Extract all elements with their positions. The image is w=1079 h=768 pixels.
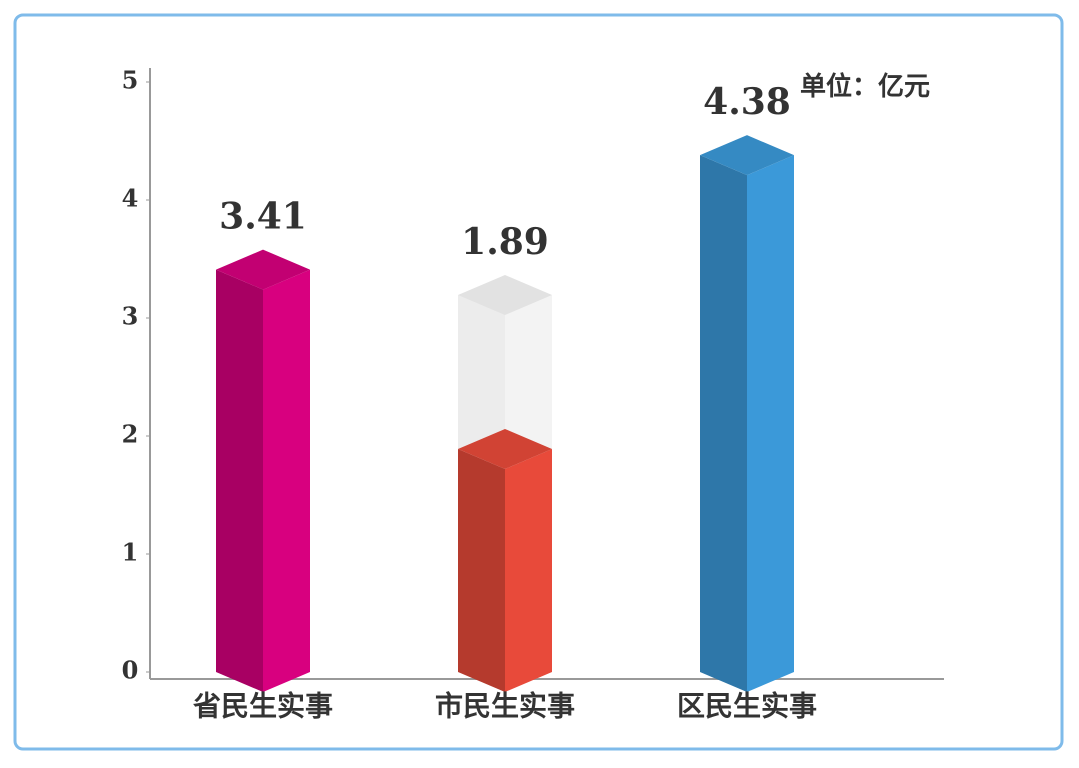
y-tick-label: 1 [122,538,139,567]
bar-top [700,135,794,176]
bar-left [700,155,747,692]
y-tick-label: 0 [122,656,139,685]
glass-top [458,275,552,315]
x-tick-label: 省民生实事 [193,690,333,723]
unit-label: 单位：亿元 [800,71,930,102]
bar-right [747,155,794,692]
value-label: 1.89 [461,221,549,263]
x-tick-label: 区民生实事 [677,690,817,723]
value-label: 3.41 [219,196,307,238]
y-tick-label: 2 [122,420,139,449]
bar-left [216,269,263,692]
y-tick-label: 3 [122,302,139,331]
bar-top [216,249,310,290]
x-tick-label: 市民生实事 [435,690,575,723]
bar-right [505,448,552,692]
bar-right [263,269,310,692]
value-label: 4.38 [703,81,791,123]
bar-left [458,448,505,692]
y-tick-label: 4 [122,184,139,213]
y-tick-label: 5 [122,66,139,95]
bar-top [458,428,552,469]
